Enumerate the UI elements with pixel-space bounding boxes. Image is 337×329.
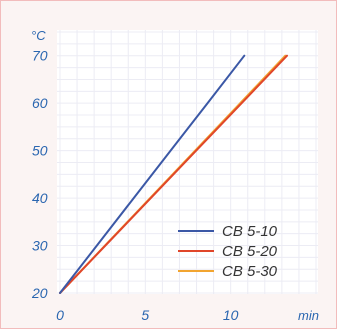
- x-tick-label: 10: [223, 307, 239, 323]
- y-tick-label: 30: [32, 238, 48, 254]
- x-tick-label: 0: [56, 307, 64, 323]
- y-tick-label: 40: [32, 190, 48, 206]
- series-line: [59, 54, 246, 294]
- x-tick-label: 5: [141, 307, 149, 323]
- legend-label: CB 5-30: [222, 263, 278, 280]
- legend-label: CB 5-10: [222, 223, 278, 240]
- y-axis-unit: °C: [31, 28, 46, 43]
- y-tick-label: 50: [32, 143, 48, 159]
- x-axis-unit: min: [298, 308, 319, 323]
- series-line: [59, 54, 288, 294]
- legend-label: CB 5-20: [222, 243, 278, 260]
- y-tick-label: 70: [32, 48, 48, 64]
- y-tick-label: 60: [32, 95, 48, 111]
- y-tick-label: 20: [31, 285, 48, 301]
